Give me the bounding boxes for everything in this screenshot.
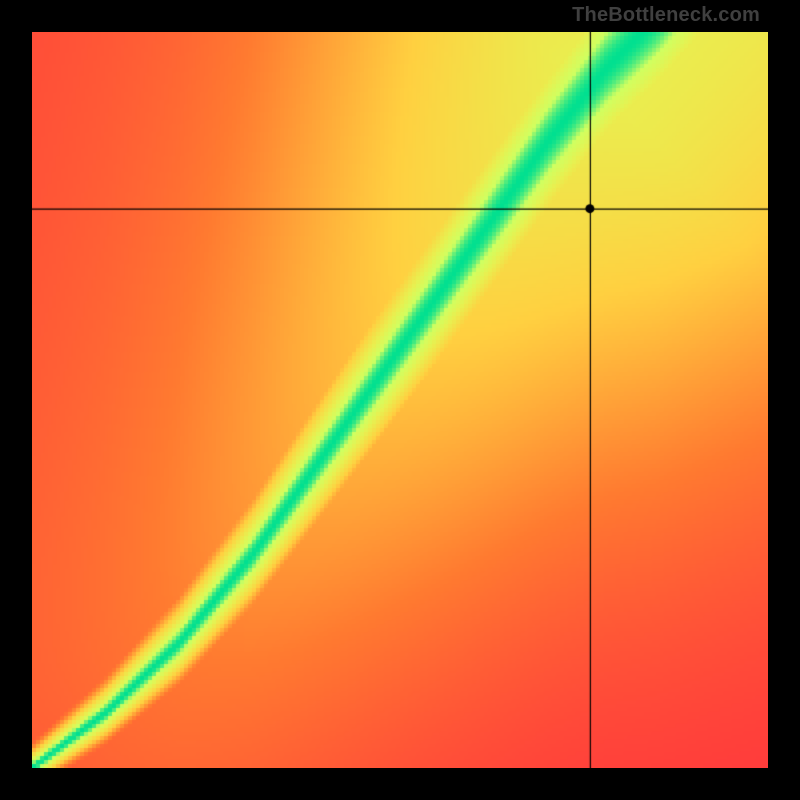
attribution-label: TheBottleneck.com: [572, 4, 760, 27]
heatmap-canvas: [32, 32, 768, 768]
bottleneck-heatmap: [32, 32, 768, 768]
chart-container: TheBottleneck.com: [0, 0, 800, 800]
